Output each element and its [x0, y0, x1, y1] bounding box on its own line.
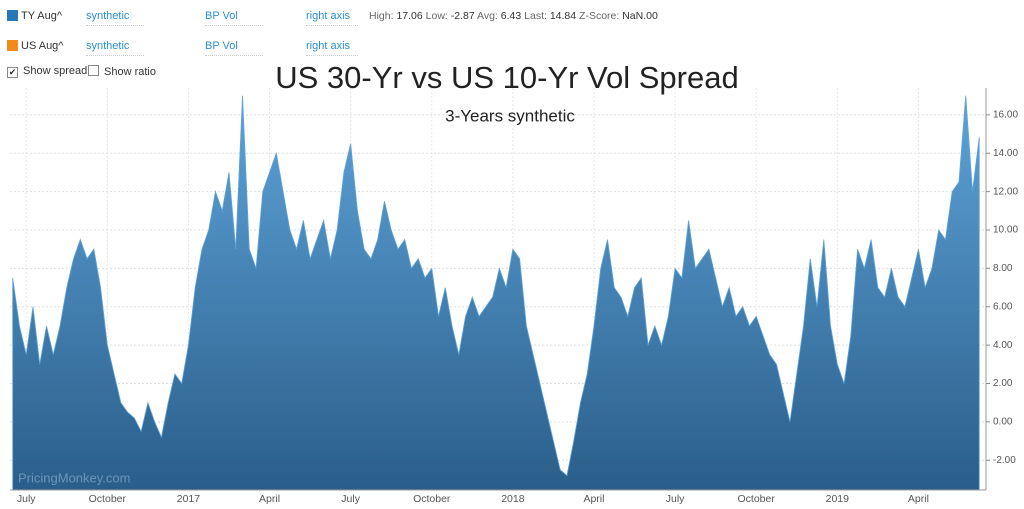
- y-tick-label: 16.00: [993, 110, 1018, 121]
- series-swatch: [7, 10, 18, 21]
- mode-select[interactable]: synthetic: [86, 40, 144, 56]
- x-tick-label: April: [583, 493, 604, 505]
- measure-select[interactable]: BP Vol: [205, 40, 263, 56]
- x-tick-label: October: [738, 493, 776, 505]
- x-tick-label: July: [341, 493, 360, 505]
- y-tick-label: 12.00: [993, 186, 1018, 197]
- axis-select[interactable]: right axis: [306, 40, 358, 56]
- y-tick-label: -2.00: [993, 455, 1016, 466]
- y-tick-label: 10.00: [993, 225, 1018, 236]
- stat-label: Z-Score:: [579, 10, 620, 22]
- series-name: US Aug^: [21, 40, 64, 52]
- axis-select[interactable]: right axis: [306, 10, 358, 26]
- stat-value: 6.43: [500, 10, 522, 22]
- stat-label: Avg:: [477, 10, 498, 22]
- y-tick-label: 8.00: [993, 263, 1013, 274]
- x-tick-label: 2019: [826, 493, 850, 505]
- stat-value: 14.84: [549, 10, 577, 22]
- stats: High: 17.06 Low: -2.87 Avg: 6.43 Last: 1…: [369, 10, 658, 22]
- x-tick-label: April: [259, 493, 280, 505]
- checkbox-box[interactable]: ✔: [7, 67, 18, 78]
- y-tick-label: 6.00: [993, 301, 1013, 312]
- checkbox-label[interactable]: Show ratio: [104, 66, 156, 78]
- checkbox[interactable]: Show ratio: [88, 65, 156, 78]
- x-tick-label: October: [413, 493, 451, 505]
- checkbox-box[interactable]: [88, 65, 99, 76]
- mode-select[interactable]: synthetic: [86, 10, 144, 26]
- x-tick-label: 2017: [177, 493, 201, 505]
- x-tick-label: October: [89, 493, 127, 505]
- watermark: PricingMonkey.com: [18, 470, 130, 485]
- y-tick-label: 0.00: [993, 417, 1013, 428]
- stat-label: Low:: [425, 10, 448, 22]
- checkbox-label[interactable]: Show spread: [23, 65, 88, 77]
- checkbox[interactable]: ✔ Show spread: [7, 65, 87, 78]
- stat-value: -2.87: [450, 10, 475, 22]
- chart-subtitle: 3-Years synthetic: [445, 106, 575, 125]
- x-tick-label: July: [666, 493, 685, 505]
- stat-label: High:: [369, 10, 394, 22]
- x-tick-label: July: [17, 493, 36, 505]
- series-swatch: [7, 40, 18, 51]
- series-name: TY Aug^: [21, 10, 63, 22]
- stat-value: 17.06: [396, 10, 423, 22]
- x-tick-label: April: [908, 493, 929, 505]
- stat-value: NaN.00: [622, 10, 658, 22]
- y-tick-label: 2.00: [993, 378, 1013, 389]
- y-tick-label: 4.00: [993, 340, 1013, 351]
- y-tick-label: 14.00: [993, 148, 1018, 159]
- x-tick-label: 2018: [501, 493, 525, 505]
- measure-select[interactable]: BP Vol: [205, 10, 263, 26]
- chart-title: US 30-Yr vs US 10-Yr Vol Spread: [275, 60, 738, 95]
- stat-label: Last:: [524, 10, 547, 22]
- area: [12, 95, 980, 491]
